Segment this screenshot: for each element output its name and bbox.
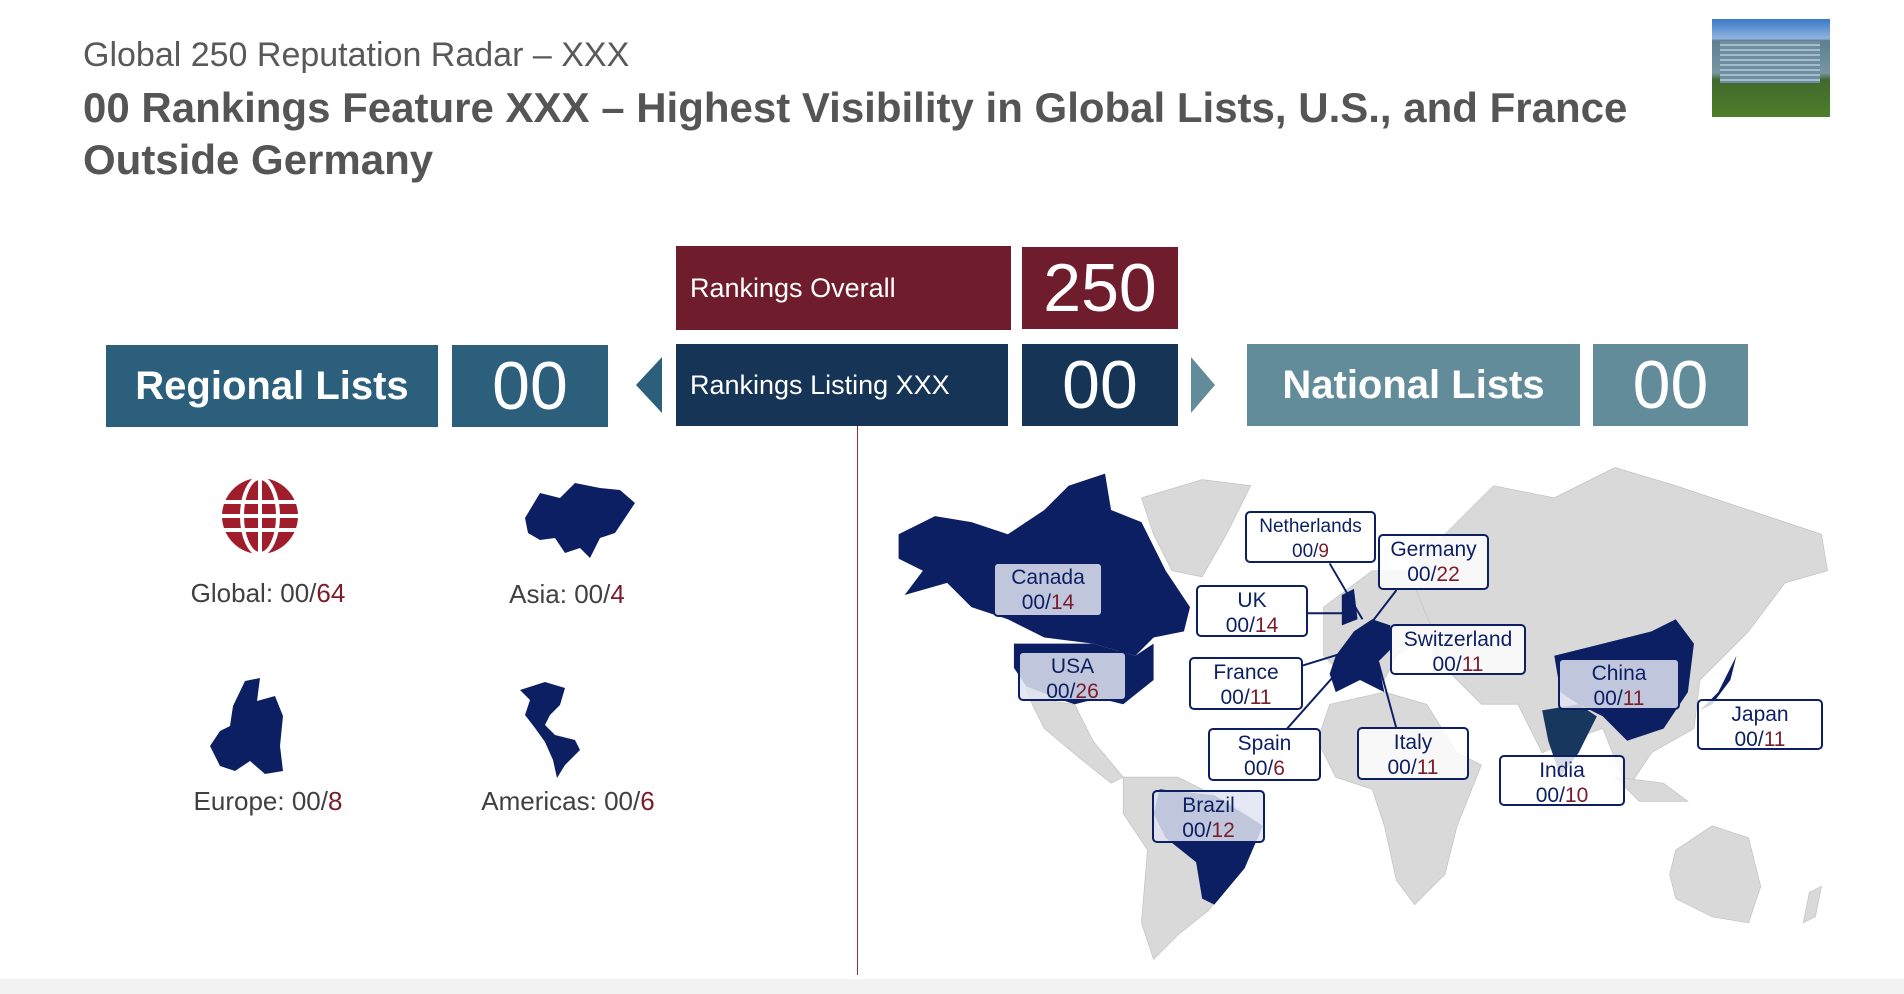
country-name: Germany [1390, 538, 1477, 561]
callout-switzerland: Switzerland 00/11 [1390, 624, 1526, 676]
western-europe [1329, 619, 1391, 693]
divider-line [857, 426, 858, 975]
country-name: China [1591, 662, 1647, 685]
region-total: 4 [610, 579, 625, 609]
country-total: 11 [1249, 686, 1272, 709]
europe-map-icon [210, 678, 283, 774]
country-count: 00/ [1407, 563, 1437, 586]
country-name: Canada [1011, 566, 1085, 589]
region-total: 64 [316, 578, 346, 608]
page-title: 00 Rankings Feature XXX – Highest Visibi… [83, 84, 1628, 183]
headquarters-photo [1712, 19, 1830, 117]
country-total: 9 [1318, 541, 1329, 562]
country-count: 00/ [1387, 756, 1417, 779]
country-name: USA [1050, 655, 1095, 678]
callout-spain: Spain 00/6 [1208, 728, 1321, 781]
country-count: 00/ [1432, 653, 1462, 676]
region-count: 00/ [291, 786, 328, 816]
country-name: Netherlands [1259, 516, 1362, 537]
country-total: 6 [1273, 757, 1285, 780]
callout-italy: Italy 00/11 [1357, 727, 1469, 780]
country-total: 14 [1050, 591, 1075, 614]
country-count: 00/ [1046, 680, 1076, 703]
national-lists-label: National Lists [1247, 344, 1580, 426]
callout-india: India 00/10 [1499, 755, 1625, 807]
country-total: 14 [1254, 614, 1279, 637]
country-name: Spain [1237, 732, 1292, 755]
region-name: Global: [190, 578, 281, 608]
rankings-overall-label: Rankings Overall [676, 246, 1011, 330]
regional-lists-label: Regional Lists [106, 345, 438, 427]
country-total: 11 [1763, 728, 1786, 751]
region-name: Asia: [509, 579, 575, 609]
region-count: 00/ [574, 579, 611, 609]
region-total: 6 [640, 786, 655, 816]
callout-japan: Japan 00/11 [1697, 699, 1823, 751]
callout-germany: Germany 00/22 [1378, 534, 1489, 590]
country-name: Switzerland [1403, 628, 1513, 651]
arrow-left-icon [636, 357, 662, 413]
regional-lists-value: 00 [452, 345, 608, 427]
region-asia: Asia: 00/4 [509, 579, 625, 610]
rankings-listing-value: 00 [1022, 344, 1178, 426]
greenland [1140, 479, 1252, 578]
arrow-right-icon [1191, 357, 1215, 413]
africa [1317, 691, 1482, 906]
country-count: 00/ [1292, 541, 1319, 562]
country-total: 10 [1564, 784, 1589, 807]
callout-canada: Canada 00/14 [993, 562, 1103, 617]
rankings-listing-label: Rankings Listing XXX [676, 344, 1008, 426]
country-count: 00/ [1535, 784, 1565, 807]
uk [1341, 588, 1358, 626]
country-name: Japan [1731, 703, 1789, 726]
national-lists-value: 00 [1593, 344, 1748, 426]
country-total: 11 [1622, 687, 1645, 710]
footer-bar [0, 979, 1904, 994]
country-name: Italy [1393, 731, 1433, 754]
country-name: UK [1237, 589, 1267, 612]
country-count: 00/ [1244, 757, 1274, 780]
asia [1408, 467, 1828, 791]
country-total: 22 [1436, 563, 1460, 586]
country-total: 12 [1211, 819, 1235, 842]
americas-map-icon [520, 682, 580, 778]
asia-map-icon [525, 483, 635, 558]
indonesia [1614, 776, 1689, 802]
region-name: Americas: [481, 786, 605, 816]
country-count: 00/ [1225, 614, 1255, 637]
country-name: India [1539, 759, 1585, 782]
australia [1669, 825, 1762, 924]
callout-netherlands: Netherlands 00/9 [1245, 511, 1376, 563]
region-total: 8 [327, 786, 343, 816]
country-total: 11 [1461, 653, 1484, 676]
country-count: 00/ [1593, 687, 1623, 710]
globe-icon [221, 477, 299, 555]
callout-brazil: Brazil 00/12 [1152, 790, 1265, 843]
callout-france: France 00/11 [1189, 657, 1303, 710]
rankings-overall-value: 250 [1022, 247, 1178, 329]
mexico [1025, 685, 1124, 784]
region-americas: Americas: 00/6 [481, 786, 654, 817]
country-count: 00/ [1021, 591, 1051, 614]
region-name: Europe: [193, 786, 292, 816]
region-count: 00/ [604, 786, 641, 816]
callout-uk: UK 00/14 [1196, 585, 1308, 637]
country-total: 11 [1416, 756, 1439, 779]
page-subtitle: Global 250 Reputation Radar – XXX [83, 36, 630, 74]
new-zealand [1802, 885, 1822, 924]
country-count: 00/ [1220, 686, 1250, 709]
region-global: Global: 00/64 [191, 578, 346, 609]
region-count: 00/ [280, 578, 317, 608]
country-count: 00/ [1182, 819, 1212, 842]
country-total: 26 [1075, 680, 1099, 703]
country-name: France [1213, 661, 1279, 684]
region-europe: Europe: 00/8 [194, 786, 343, 817]
country-name: Brazil [1182, 794, 1235, 817]
callout-usa: USA 00/26 [1018, 651, 1127, 703]
country-count: 00/ [1734, 728, 1764, 751]
callout-china: China 00/11 [1558, 658, 1680, 710]
